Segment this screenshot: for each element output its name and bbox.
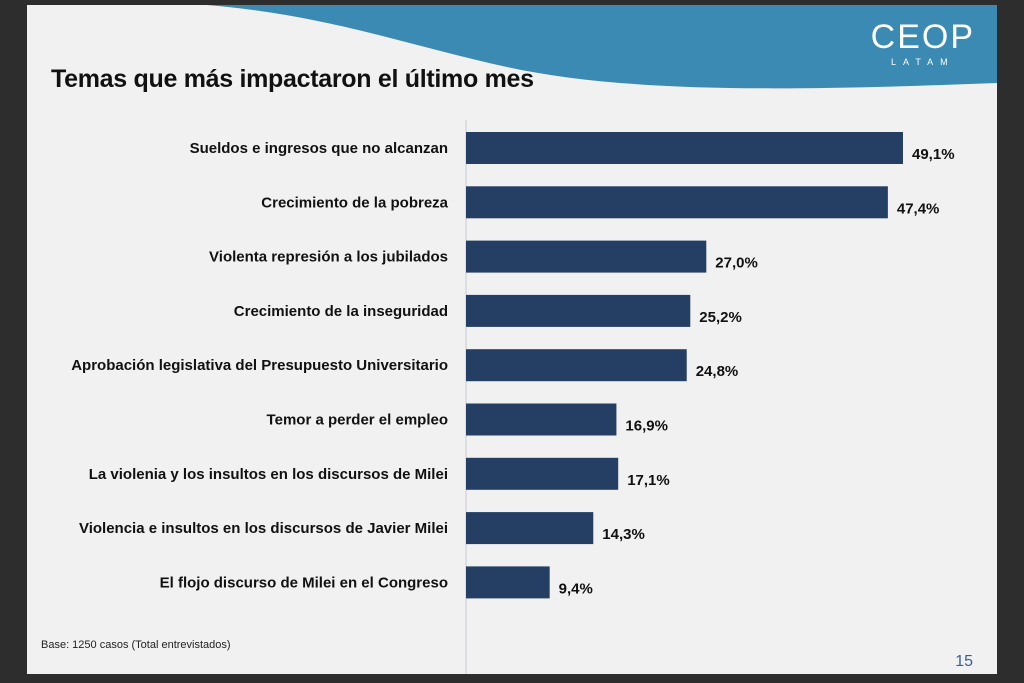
category-label: Crecimiento de la pobreza (261, 194, 448, 211)
data-label: 9,4% (559, 580, 593, 597)
category-label: Violenta represión a los jubilados (209, 249, 448, 266)
category-label: El flojo discurso de Milei en el Congres… (160, 574, 448, 591)
bar (466, 349, 687, 382)
logo-sub: LATAM (890, 57, 955, 67)
data-label: 47,4% (897, 200, 940, 217)
data-label: 27,0% (715, 255, 758, 272)
category-label: Violencia e insultos en los discursos de… (79, 520, 448, 537)
slide: CEOP LATAM Temas que más impactaron el ú… (27, 5, 997, 674)
header-wave (207, 5, 997, 89)
bar (466, 294, 691, 327)
data-label: 17,1% (627, 472, 670, 489)
bar (466, 186, 888, 219)
page-number: 15 (955, 653, 973, 670)
category-label: Crecimiento de la inseguridad (234, 303, 448, 320)
bar (466, 132, 903, 164)
category-label: La violenia y los insultos en los discur… (89, 466, 448, 483)
bar (466, 457, 619, 490)
category-label: Aprobación legislativa del Presupuesto U… (71, 357, 448, 374)
data-label: 49,1% (912, 146, 955, 163)
bar-chart: Sueldos e ingresos que no alcanzan 49,1% C… (71, 120, 955, 674)
data-label: 25,2% (699, 309, 742, 326)
data-label: 14,3% (602, 526, 645, 543)
footnote: Base: 1250 casos (Total entrevistados) (41, 639, 231, 651)
category-label: Temor a perder el empleo (267, 412, 448, 429)
ceop-logo: CEOP LATAM (871, 19, 975, 67)
data-label: 16,9% (625, 418, 668, 435)
bar (466, 240, 707, 273)
data-label: 24,8% (696, 363, 739, 380)
bar (466, 566, 550, 599)
bar (466, 403, 617, 436)
logo-main: CEOP (870, 18, 975, 56)
bar (466, 512, 594, 545)
slide-title: Temas que más impactaron el último mes (51, 65, 534, 93)
category-label: Sueldos e ingresos que no alcanzan (190, 140, 448, 157)
